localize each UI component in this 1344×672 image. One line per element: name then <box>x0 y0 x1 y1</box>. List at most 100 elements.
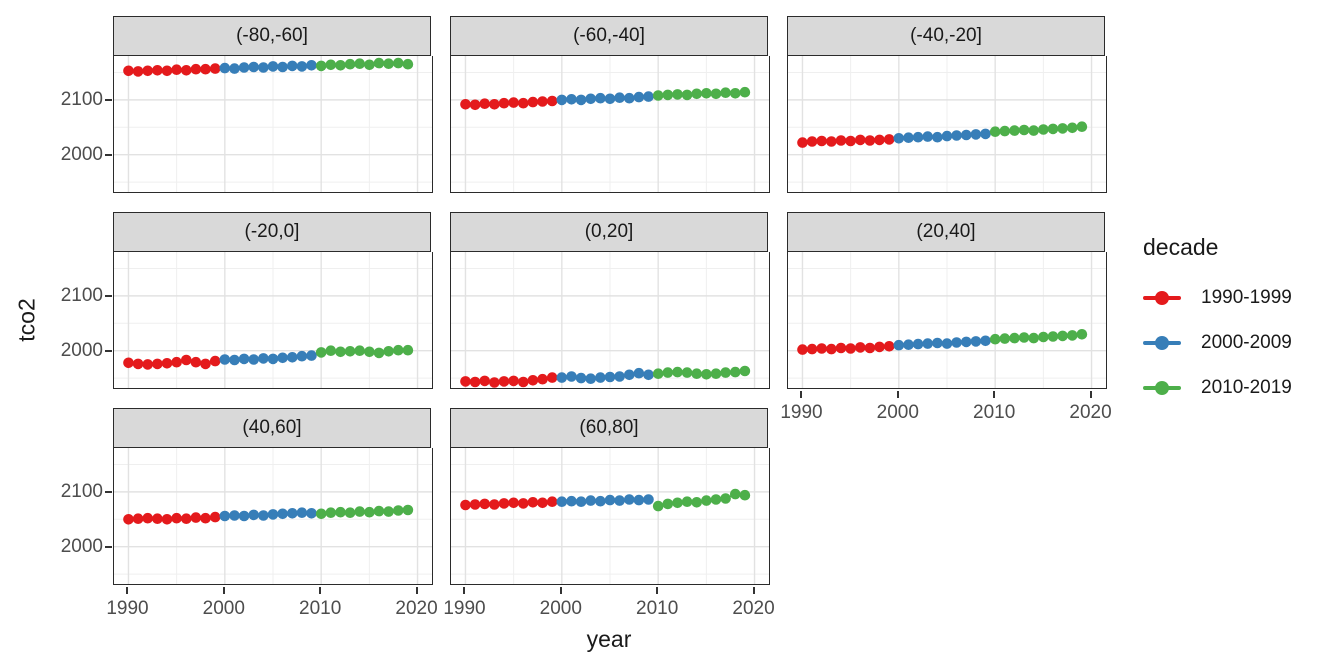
data-point <box>652 500 664 512</box>
data-point <box>912 131 924 143</box>
data-point <box>556 496 568 507</box>
facet-lat-40-60: (40,60] <box>113 408 433 585</box>
x-tick-mark <box>126 587 129 594</box>
data-point <box>1038 331 1049 343</box>
data-point <box>951 130 962 141</box>
data-point <box>730 88 741 99</box>
data-point <box>1076 329 1088 340</box>
data-point <box>200 63 211 75</box>
x-tick-mark <box>752 587 755 594</box>
data-point <box>1067 122 1078 134</box>
data-point <box>219 354 231 365</box>
facet-strip-label: (20,40] <box>916 221 976 242</box>
data-point <box>364 59 375 71</box>
data-point <box>797 137 808 148</box>
data-point <box>893 339 905 351</box>
data-point <box>816 135 827 147</box>
data-point <box>306 350 317 361</box>
data-point <box>575 372 587 384</box>
data-point <box>152 65 163 76</box>
data-point <box>624 494 635 505</box>
data-point <box>701 88 712 99</box>
data-point <box>267 353 279 365</box>
data-point <box>335 60 346 71</box>
point-swatch-icon <box>1155 290 1169 305</box>
data-point <box>643 91 654 102</box>
data-point <box>864 135 876 146</box>
data-point <box>691 368 702 379</box>
data-point <box>152 358 163 370</box>
facet-strip-label: (-60,-40] <box>573 25 645 46</box>
data-point <box>575 94 587 106</box>
data-point <box>701 495 712 506</box>
data-point <box>1018 332 1030 343</box>
data-point <box>171 356 182 368</box>
data-point <box>383 58 394 69</box>
facet-panel <box>113 252 433 389</box>
data-point <box>315 60 327 72</box>
data-point <box>730 366 741 378</box>
facet-lat-0-20: (0,20] <box>450 212 770 389</box>
legend-entry-label: 2010-2019 <box>1201 376 1292 398</box>
data-point <box>556 94 568 106</box>
data-point <box>325 59 337 71</box>
facet-strip-label: (-80,-60] <box>236 25 308 46</box>
data-point <box>200 512 211 524</box>
x-tick-label: 2020 <box>732 598 775 619</box>
data-point <box>258 510 269 521</box>
data-point <box>999 333 1011 344</box>
data-point <box>229 354 240 366</box>
data-point <box>835 342 847 354</box>
data-point <box>489 499 500 510</box>
data-point <box>469 499 481 510</box>
data-point <box>527 96 539 108</box>
y-axis-title: tco2 <box>13 298 40 342</box>
data-point <box>672 89 683 100</box>
data-point <box>874 134 885 146</box>
data-point <box>614 371 625 382</box>
x-tick-mark <box>415 587 418 594</box>
data-point <box>989 126 1001 137</box>
data-point <box>373 347 385 359</box>
data-point <box>479 98 490 109</box>
facet-strip: (20,40] <box>787 212 1105 252</box>
legend-key <box>1143 335 1181 351</box>
data-point <box>1038 124 1049 135</box>
facet-strip: (-40,-20] <box>787 16 1105 56</box>
data-point <box>1047 123 1059 135</box>
data-point <box>614 92 625 103</box>
data-point <box>1057 330 1068 342</box>
x-tick-mark <box>319 587 322 594</box>
panel-plot-svg <box>114 252 432 388</box>
data-point <box>855 342 866 353</box>
data-point <box>489 99 500 110</box>
data-point <box>932 337 943 349</box>
point-swatch-icon <box>1155 380 1169 395</box>
data-point <box>364 346 375 358</box>
facet-panel <box>450 56 770 193</box>
facet-strip: (-60,-40] <box>450 16 768 56</box>
data-point <box>1009 125 1020 136</box>
legend-key <box>1143 380 1181 396</box>
data-point <box>315 347 327 358</box>
data-point <box>344 507 356 518</box>
data-point <box>624 92 635 104</box>
data-point <box>306 60 317 71</box>
data-point <box>720 493 731 504</box>
y-tick-mark <box>105 98 112 101</box>
data-point <box>537 96 548 107</box>
data-point <box>1067 330 1078 341</box>
data-point <box>566 495 577 507</box>
data-point <box>325 345 337 356</box>
data-point <box>691 497 702 508</box>
data-point <box>248 61 259 73</box>
facet-lat-20-40: (20,40] <box>787 212 1107 389</box>
data-point <box>739 86 751 98</box>
data-point <box>845 135 856 147</box>
data-point <box>132 358 144 370</box>
data-point <box>980 335 991 347</box>
data-point <box>1009 332 1020 344</box>
data-point <box>797 344 808 355</box>
legend-entry-2000s: 2000-2009 <box>1143 320 1292 365</box>
